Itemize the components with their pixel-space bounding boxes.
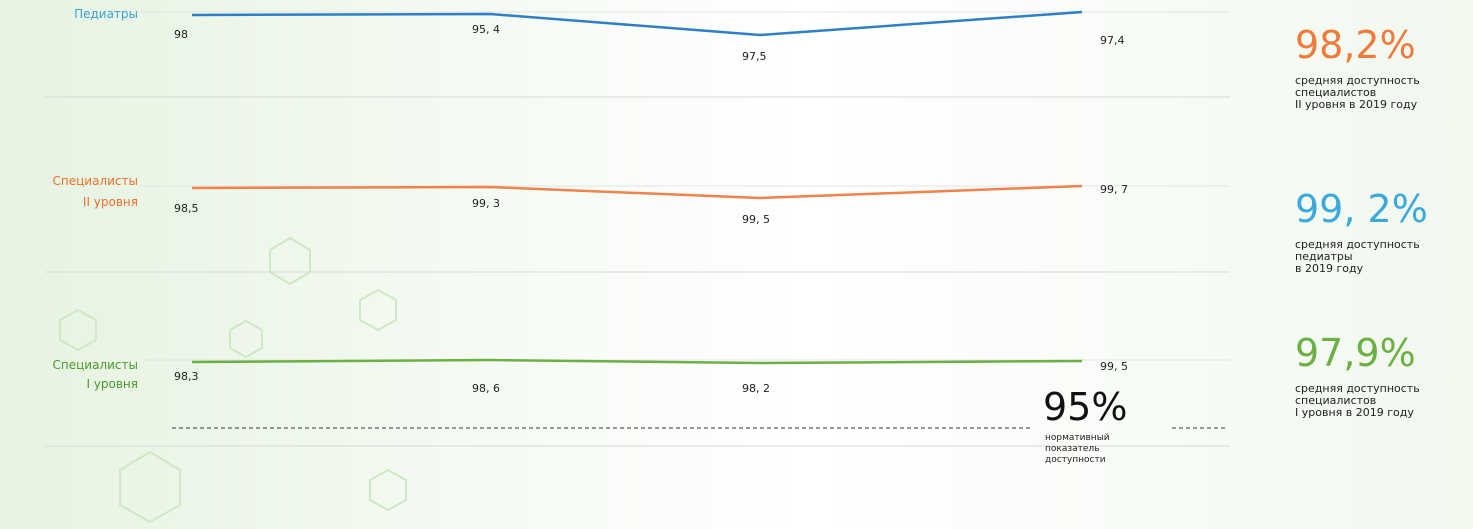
point-label: 97,4 <box>1100 34 1125 47</box>
row-label: Педиатры <box>74 7 138 21</box>
point-label: 97,5 <box>742 50 767 63</box>
row-line <box>191 184 1083 200</box>
stat-caption: в 2019 году <box>1295 262 1364 275</box>
row-label: I уровня <box>86 377 138 391</box>
row-label: II уровня <box>83 195 138 209</box>
point-label: 99, 3 <box>472 197 500 210</box>
stat-caption: средняя доступность <box>1295 238 1420 251</box>
stat-caption: педиатры <box>1295 250 1353 263</box>
stat-value: 97,9% <box>1295 331 1416 375</box>
stat-caption: специалистов <box>1295 394 1376 407</box>
point-label: 98,3 <box>174 370 199 383</box>
stat-caption: специалистов <box>1295 86 1376 99</box>
stat-value: 98,2% <box>1295 23 1416 67</box>
point-label: 99, 5 <box>1100 360 1128 373</box>
row-label: Специалисты <box>53 358 138 372</box>
norm-caption: доступности <box>1045 455 1106 465</box>
row-line <box>191 358 1083 365</box>
point-label: 98 <box>174 28 188 41</box>
stat-caption: I уровня в 2019 году <box>1295 406 1414 419</box>
row-label: Специалисты <box>53 174 138 188</box>
point-label: 95, 4 <box>472 23 500 36</box>
stat-caption: средняя доступность <box>1295 74 1420 87</box>
point-label: 98, 2 <box>742 382 770 395</box>
stat-caption: средняя доступность <box>1295 382 1420 395</box>
norm-value: 95% <box>1043 385 1127 429</box>
point-label: 98, 6 <box>472 382 500 395</box>
point-label: 99, 5 <box>742 213 770 226</box>
row-line <box>191 10 1083 37</box>
point-label: 98,5 <box>174 202 199 215</box>
norm-caption: нормативный <box>1045 433 1110 443</box>
point-label: 99, 7 <box>1100 183 1128 196</box>
stat-value: 99, 2% <box>1295 187 1428 231</box>
stat-caption: II уровня в 2019 году <box>1295 98 1418 111</box>
norm-caption: показатель <box>1045 444 1099 454</box>
